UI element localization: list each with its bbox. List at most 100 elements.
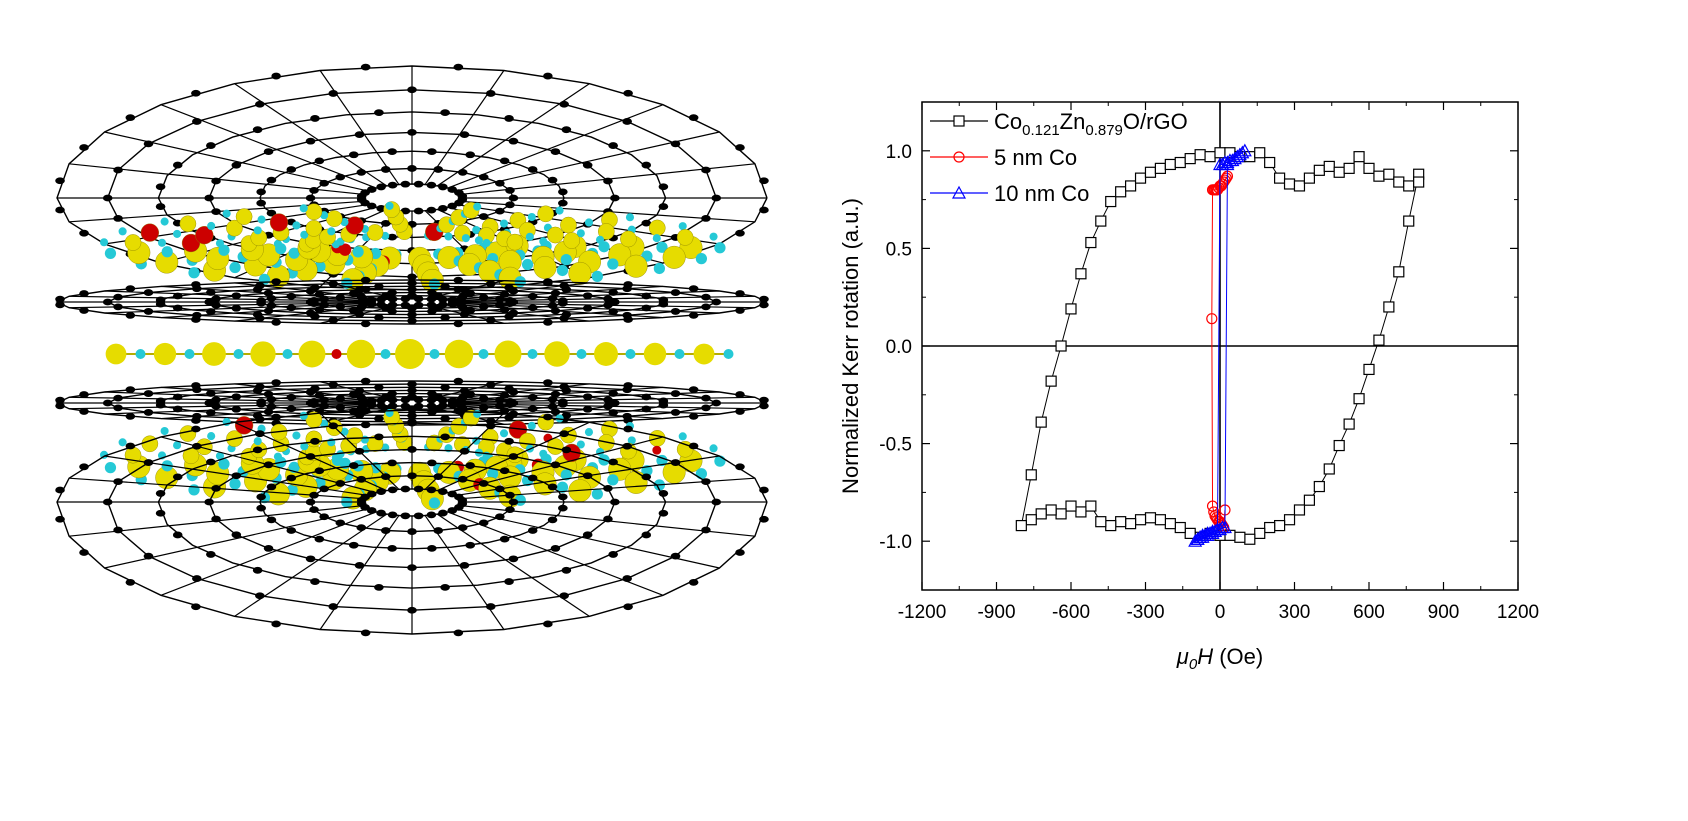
data-point <box>1134 514 1147 526</box>
carbon-atom <box>438 205 448 212</box>
oxygen-atom <box>229 478 241 490</box>
carbon-atom <box>459 131 470 139</box>
carbon-atom <box>79 290 89 297</box>
carbon-spoke-bond <box>319 514 400 630</box>
carbon-atom <box>465 541 476 549</box>
carbon-atom <box>263 289 274 297</box>
carbon-atom <box>387 511 398 519</box>
legend-label-part: 5 nm Co <box>994 145 1077 170</box>
carbon-spoke-bond <box>454 508 720 569</box>
carbon-atom <box>447 202 458 210</box>
carbon-atom <box>711 298 722 306</box>
carbon-atom <box>310 578 320 585</box>
data-point <box>1293 180 1306 192</box>
carbon-atom <box>211 515 221 523</box>
zinc-atom <box>346 427 363 444</box>
oxygen-atom <box>723 349 734 359</box>
carbon-atom <box>759 177 769 185</box>
zinc-atom <box>153 342 177 366</box>
carbon-atom <box>559 592 569 600</box>
oxygen-atom <box>678 222 687 231</box>
zinc-atom <box>235 208 253 225</box>
x-axis-label: μ0H (Oe) <box>1176 644 1263 673</box>
carbon-atom <box>504 385 514 392</box>
zinc-atom <box>598 223 615 240</box>
data-point <box>1254 527 1266 539</box>
zinc-atom <box>494 340 522 368</box>
carbon-atom <box>413 180 424 188</box>
oxygen-atom <box>300 230 309 239</box>
carbon-atom <box>143 409 154 416</box>
carbon-atom <box>155 203 166 210</box>
carbon-atom <box>427 148 437 156</box>
carbon-atom <box>711 194 722 202</box>
legend-entry-1: Co0.121Zn0.879O/rGO <box>930 109 1188 139</box>
oxygen-atom <box>539 449 548 458</box>
carbon-atom <box>459 561 470 569</box>
oxygen-atom <box>709 232 718 241</box>
carbon-atom <box>711 399 722 407</box>
carbon-atom <box>504 437 514 445</box>
carbon-atom <box>55 396 65 404</box>
data-point <box>1212 157 1228 171</box>
data-point <box>1230 149 1245 163</box>
data-point <box>1383 301 1395 313</box>
carbon-atom <box>759 486 769 494</box>
oxygen-atom <box>188 267 200 279</box>
carbon-atom <box>286 527 297 534</box>
carbon-atom <box>504 414 514 421</box>
carbon-atom <box>335 395 346 402</box>
oxygen-atom <box>288 247 300 259</box>
carbon-atom <box>478 519 489 527</box>
carbon-atom <box>211 177 221 185</box>
carbon-atom <box>641 292 652 300</box>
carbon-atom <box>125 311 136 319</box>
oxygen-atom <box>104 247 117 260</box>
carbon-atom <box>231 161 242 169</box>
carbon-atom <box>286 304 297 312</box>
carbon-atom <box>505 506 515 514</box>
oxygen-atom <box>499 429 509 438</box>
carbon-atom <box>206 142 216 149</box>
oxygen-atom <box>229 261 241 274</box>
data-point <box>1154 514 1167 526</box>
oxygen-atom <box>215 239 225 248</box>
carbon-atom <box>191 417 201 424</box>
carbon-atom <box>582 472 593 480</box>
carbon-atom <box>622 118 632 125</box>
oxygen-atom <box>273 239 282 248</box>
carbon-atom <box>478 294 489 301</box>
data-point <box>1323 463 1335 475</box>
carbon-atom <box>608 458 618 466</box>
data-point <box>1154 162 1167 174</box>
data-point <box>1235 145 1250 159</box>
carbon-atom <box>559 430 569 438</box>
data-point <box>1115 186 1127 198</box>
carbon-atom <box>478 395 489 402</box>
data-point <box>1220 157 1235 171</box>
carbon-atom <box>499 535 510 543</box>
carbon-atom <box>670 390 681 397</box>
zinc-atom <box>202 342 226 366</box>
carbon-atom <box>263 545 274 552</box>
kerr-hysteresis-chart: -1200 -900 -600 -300 0 300 600 900 1200 -1.0 -0.5 0… <box>838 101 1539 673</box>
carbon-atom <box>407 273 417 281</box>
zinc-atom <box>620 230 637 248</box>
carbon-atom <box>688 114 699 122</box>
carbon-atom <box>485 603 496 610</box>
carbon-atom <box>204 498 214 506</box>
carbon-atom <box>374 433 384 441</box>
carbon-atom <box>356 524 367 531</box>
cobalt-atom <box>331 349 342 359</box>
oxygen-atom <box>695 253 708 265</box>
zinc-atom <box>537 205 554 223</box>
carbon-atom <box>407 165 417 172</box>
carbon-atom <box>561 566 572 574</box>
carbon-atom <box>354 387 365 395</box>
carbon-atom <box>550 289 561 297</box>
carbon-atom <box>387 544 397 552</box>
carbon-atom <box>387 233 397 241</box>
carbon-atom <box>360 407 371 415</box>
carbon-atom <box>55 402 65 410</box>
carbon-atom <box>387 486 398 494</box>
